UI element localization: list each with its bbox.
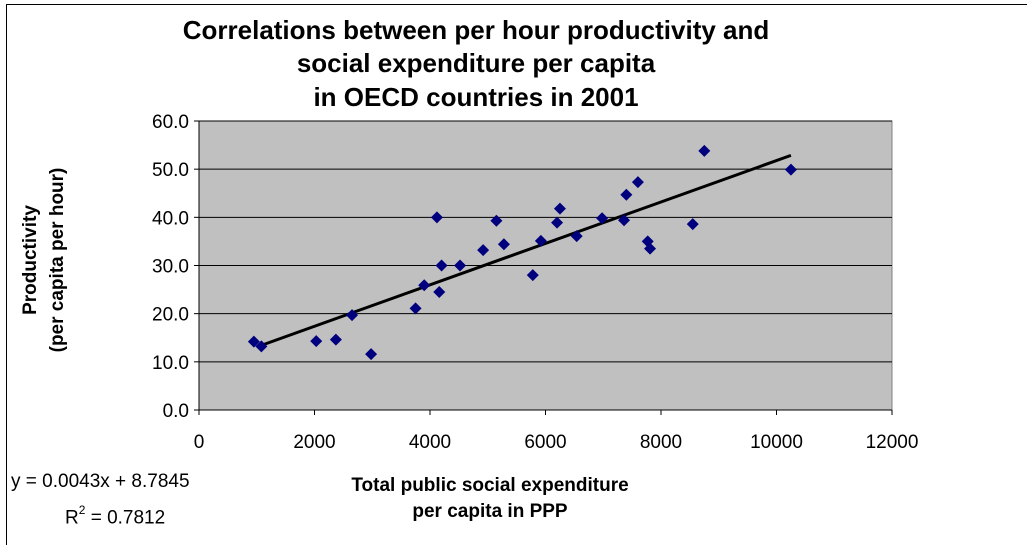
data-point xyxy=(433,285,446,298)
data-point xyxy=(310,335,323,348)
data-point xyxy=(618,214,631,227)
data-point xyxy=(435,259,448,272)
data-point xyxy=(418,279,431,292)
data-point xyxy=(784,163,797,176)
data-point xyxy=(596,212,609,225)
x-tick-label: 10000 xyxy=(750,432,803,453)
data-point xyxy=(477,244,490,257)
r-squared-value: = 0.7812 xyxy=(85,507,166,529)
data-point xyxy=(698,144,711,157)
data-point xyxy=(365,348,378,361)
data-point xyxy=(346,309,359,322)
data-point xyxy=(490,214,503,227)
trendline xyxy=(256,153,792,349)
data-point xyxy=(409,302,422,315)
data-point xyxy=(255,340,268,353)
chart-title-line-1: Correlations between per hour productivi… xyxy=(182,15,770,45)
y-tick-label: 50.0 xyxy=(152,160,189,181)
trendline-equation: y = 0.0043x + 8.7845 xyxy=(11,471,190,492)
data-point xyxy=(551,216,564,229)
data-point xyxy=(329,333,342,346)
x-tick-label: 4000 xyxy=(409,432,451,453)
chart-frame xyxy=(6,4,1027,545)
data-point xyxy=(644,242,657,255)
r-squared-text: R2 = 0.7812 xyxy=(65,500,165,530)
y-tick-label: 20.0 xyxy=(152,305,189,326)
data-point xyxy=(570,230,583,243)
y-tick-label: 40.0 xyxy=(152,208,189,229)
data-point xyxy=(620,188,633,201)
x-tick-label: 12000 xyxy=(866,432,919,453)
r-squared-label: R xyxy=(65,507,79,529)
data-point xyxy=(454,259,467,272)
r-squared-superscript: 2 xyxy=(78,503,86,517)
chart-title-line-2: social expenditure per capita xyxy=(296,48,656,78)
data-point xyxy=(686,218,699,231)
y-tick-label: 30.0 xyxy=(152,257,189,278)
data-point xyxy=(526,269,539,282)
data-point xyxy=(534,234,547,247)
data-point xyxy=(553,202,566,215)
x-tick-label: 8000 xyxy=(640,432,682,453)
data-point xyxy=(430,211,443,224)
chart-title-line-3: in OECD countries in 2001 xyxy=(313,82,639,112)
x-tick-label: 0 xyxy=(194,432,205,453)
x-tick-label: 2000 xyxy=(293,432,335,453)
data-point xyxy=(497,238,510,251)
x-axis-label-line-2: per capita in PPP xyxy=(412,501,568,522)
data-point xyxy=(247,335,260,348)
y-tick-label: 60.0 xyxy=(152,112,189,133)
x-axis-label-line-1: Total public social expenditure xyxy=(351,475,629,496)
y-tick-label: 0.0 xyxy=(163,401,189,422)
x-tick-label: 6000 xyxy=(524,432,566,453)
data-point xyxy=(631,176,644,189)
y-tick-label: 10.0 xyxy=(152,353,189,374)
